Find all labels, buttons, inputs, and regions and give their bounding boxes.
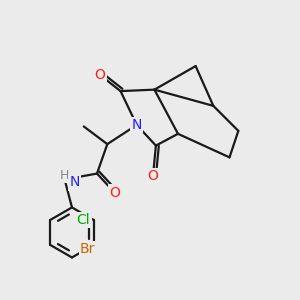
Text: N: N [132, 118, 142, 132]
Text: Br: Br [80, 242, 95, 256]
Text: H: H [60, 169, 69, 182]
Text: O: O [94, 68, 105, 82]
Text: N: N [70, 176, 80, 189]
Text: O: O [109, 186, 120, 200]
Text: Cl: Cl [76, 213, 90, 227]
Text: O: O [148, 169, 158, 184]
